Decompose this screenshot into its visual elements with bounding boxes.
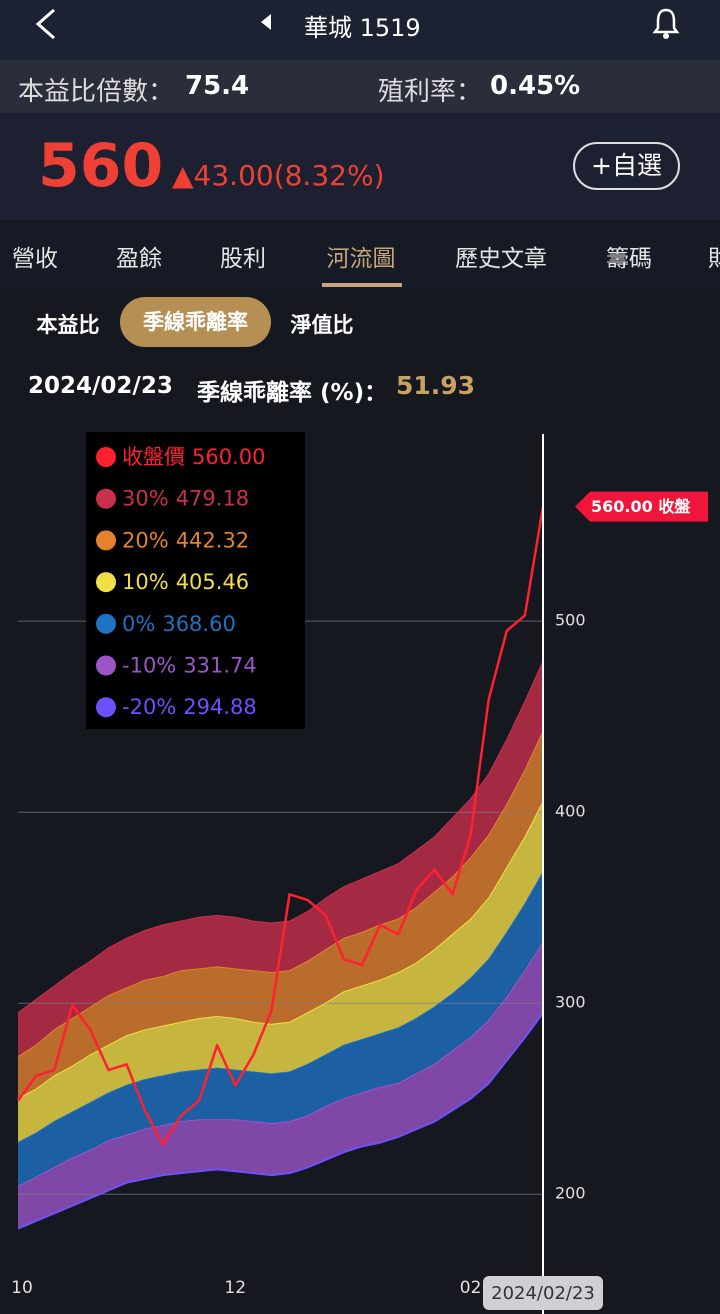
y-tick-label: 400 — [555, 802, 586, 821]
legend-value: 405.46 — [176, 570, 249, 594]
river-band — [18, 660, 543, 1057]
info-date: 2024/02/23 — [28, 373, 173, 399]
band-line — [17, 731, 544, 1058]
pe-label: 本益比倍數： — [18, 77, 175, 107]
quote-bar: 560 ▲43.00(8.32%) +自選 — [0, 113, 720, 220]
price: 560 — [38, 131, 164, 201]
subtab-active[interactable]: 季線乖離率 — [120, 297, 271, 347]
legend-entry: -10% 331.74 — [122, 654, 257, 678]
legend-value: 479.18 — [176, 487, 249, 511]
cursor-date-box — [483, 1276, 603, 1310]
tab[interactable]: 歷史文章 — [455, 246, 547, 272]
river-band — [18, 801, 543, 1143]
prev-icon[interactable] — [259, 12, 273, 32]
legend-dot — [96, 613, 116, 634]
legend-dot — [96, 488, 116, 509]
legend-value: 368.60 — [162, 612, 235, 636]
legend-name: -10% — [122, 654, 176, 678]
info-value: 51.93 — [396, 371, 476, 400]
legend-name: 20% — [122, 528, 169, 552]
stock-title: 華城 1519 — [304, 14, 421, 42]
legend-entry: 收盤價 560.00 — [122, 445, 265, 469]
river-band — [18, 731, 543, 1099]
x-tick-label: 02 — [460, 1278, 482, 1298]
legend-name: 10% — [122, 570, 169, 594]
subtab[interactable]: 本益比 — [36, 313, 100, 337]
legend-dot — [96, 572, 116, 593]
legend-value: 331.74 — [183, 654, 256, 678]
legend-value: 560.00 — [192, 445, 265, 469]
tab[interactable]: 營收 — [12, 246, 58, 272]
cursor-date: 2024/02/23 — [491, 1283, 595, 1304]
yield-value: 0.45% — [490, 71, 581, 101]
close-line — [16, 506, 545, 1146]
tab[interactable]: 籌碼 — [606, 246, 652, 272]
tabs: 營收 盈餘 股利 河流圖 歷史文章 籌碼 財 — [0, 220, 720, 288]
y-tick-label: 300 — [555, 993, 586, 1012]
legend-value: 294.88 — [183, 695, 256, 719]
price-change: ▲43.00(8.32%) — [172, 159, 385, 192]
legend-dot — [96, 697, 116, 718]
back-button[interactable] — [30, 6, 60, 42]
legend-entry: 0% 368.60 — [122, 612, 236, 636]
legend-entry: 30% 479.18 — [122, 487, 249, 511]
tab-active[interactable]: 河流圖 — [326, 246, 396, 272]
legend-dot — [96, 655, 116, 676]
band-line — [17, 871, 544, 1144]
legend-name: 0% — [122, 612, 155, 636]
legend-entry: 10% 405.46 — [122, 570, 249, 594]
info-label: 季線乖離率 (%)： — [197, 380, 388, 406]
tab[interactable]: 財 — [708, 246, 720, 272]
yield-label: 殖利率： — [378, 77, 483, 107]
tab[interactable]: 股利 — [220, 246, 266, 272]
x-tick-label: 10 — [11, 1278, 33, 1298]
y-tick-label: 500 — [555, 611, 586, 630]
band-line — [17, 942, 544, 1188]
river-band — [18, 872, 543, 1187]
band-line — [17, 801, 544, 1100]
watch-button[interactable]: +自選 — [573, 142, 680, 190]
legend-name: 收盤價 — [122, 445, 185, 469]
tab[interactable]: 盈餘 — [116, 246, 162, 272]
legend-box — [86, 432, 305, 729]
y-tick-label: 200 — [555, 1184, 586, 1203]
bell-icon[interactable] — [650, 6, 682, 40]
legend-entry: 20% 442.32 — [122, 528, 249, 552]
price-tag — [575, 491, 708, 522]
legend-name: -20% — [122, 695, 176, 719]
subtab[interactable]: 淨值比 — [290, 313, 354, 337]
header: 華城 1519 — [0, 0, 720, 60]
legend-entry: -20% 294.88 — [122, 695, 257, 719]
band-line — [17, 1012, 544, 1230]
legend-value: 442.32 — [176, 528, 249, 552]
price-tag-label: 560.00 收盤 — [591, 497, 691, 516]
legend-name: 30% — [122, 487, 169, 511]
stats-bar: 本益比倍數： 75.4 殖利率： 0.45% — [0, 60, 720, 113]
river-band — [18, 942, 543, 1229]
x-tick-label: 12 — [224, 1278, 246, 1298]
tab-underline — [322, 283, 402, 287]
legend-dot — [96, 447, 116, 467]
pe-value: 75.4 — [185, 71, 250, 101]
band-line — [17, 660, 544, 1014]
legend-dot — [96, 530, 116, 551]
